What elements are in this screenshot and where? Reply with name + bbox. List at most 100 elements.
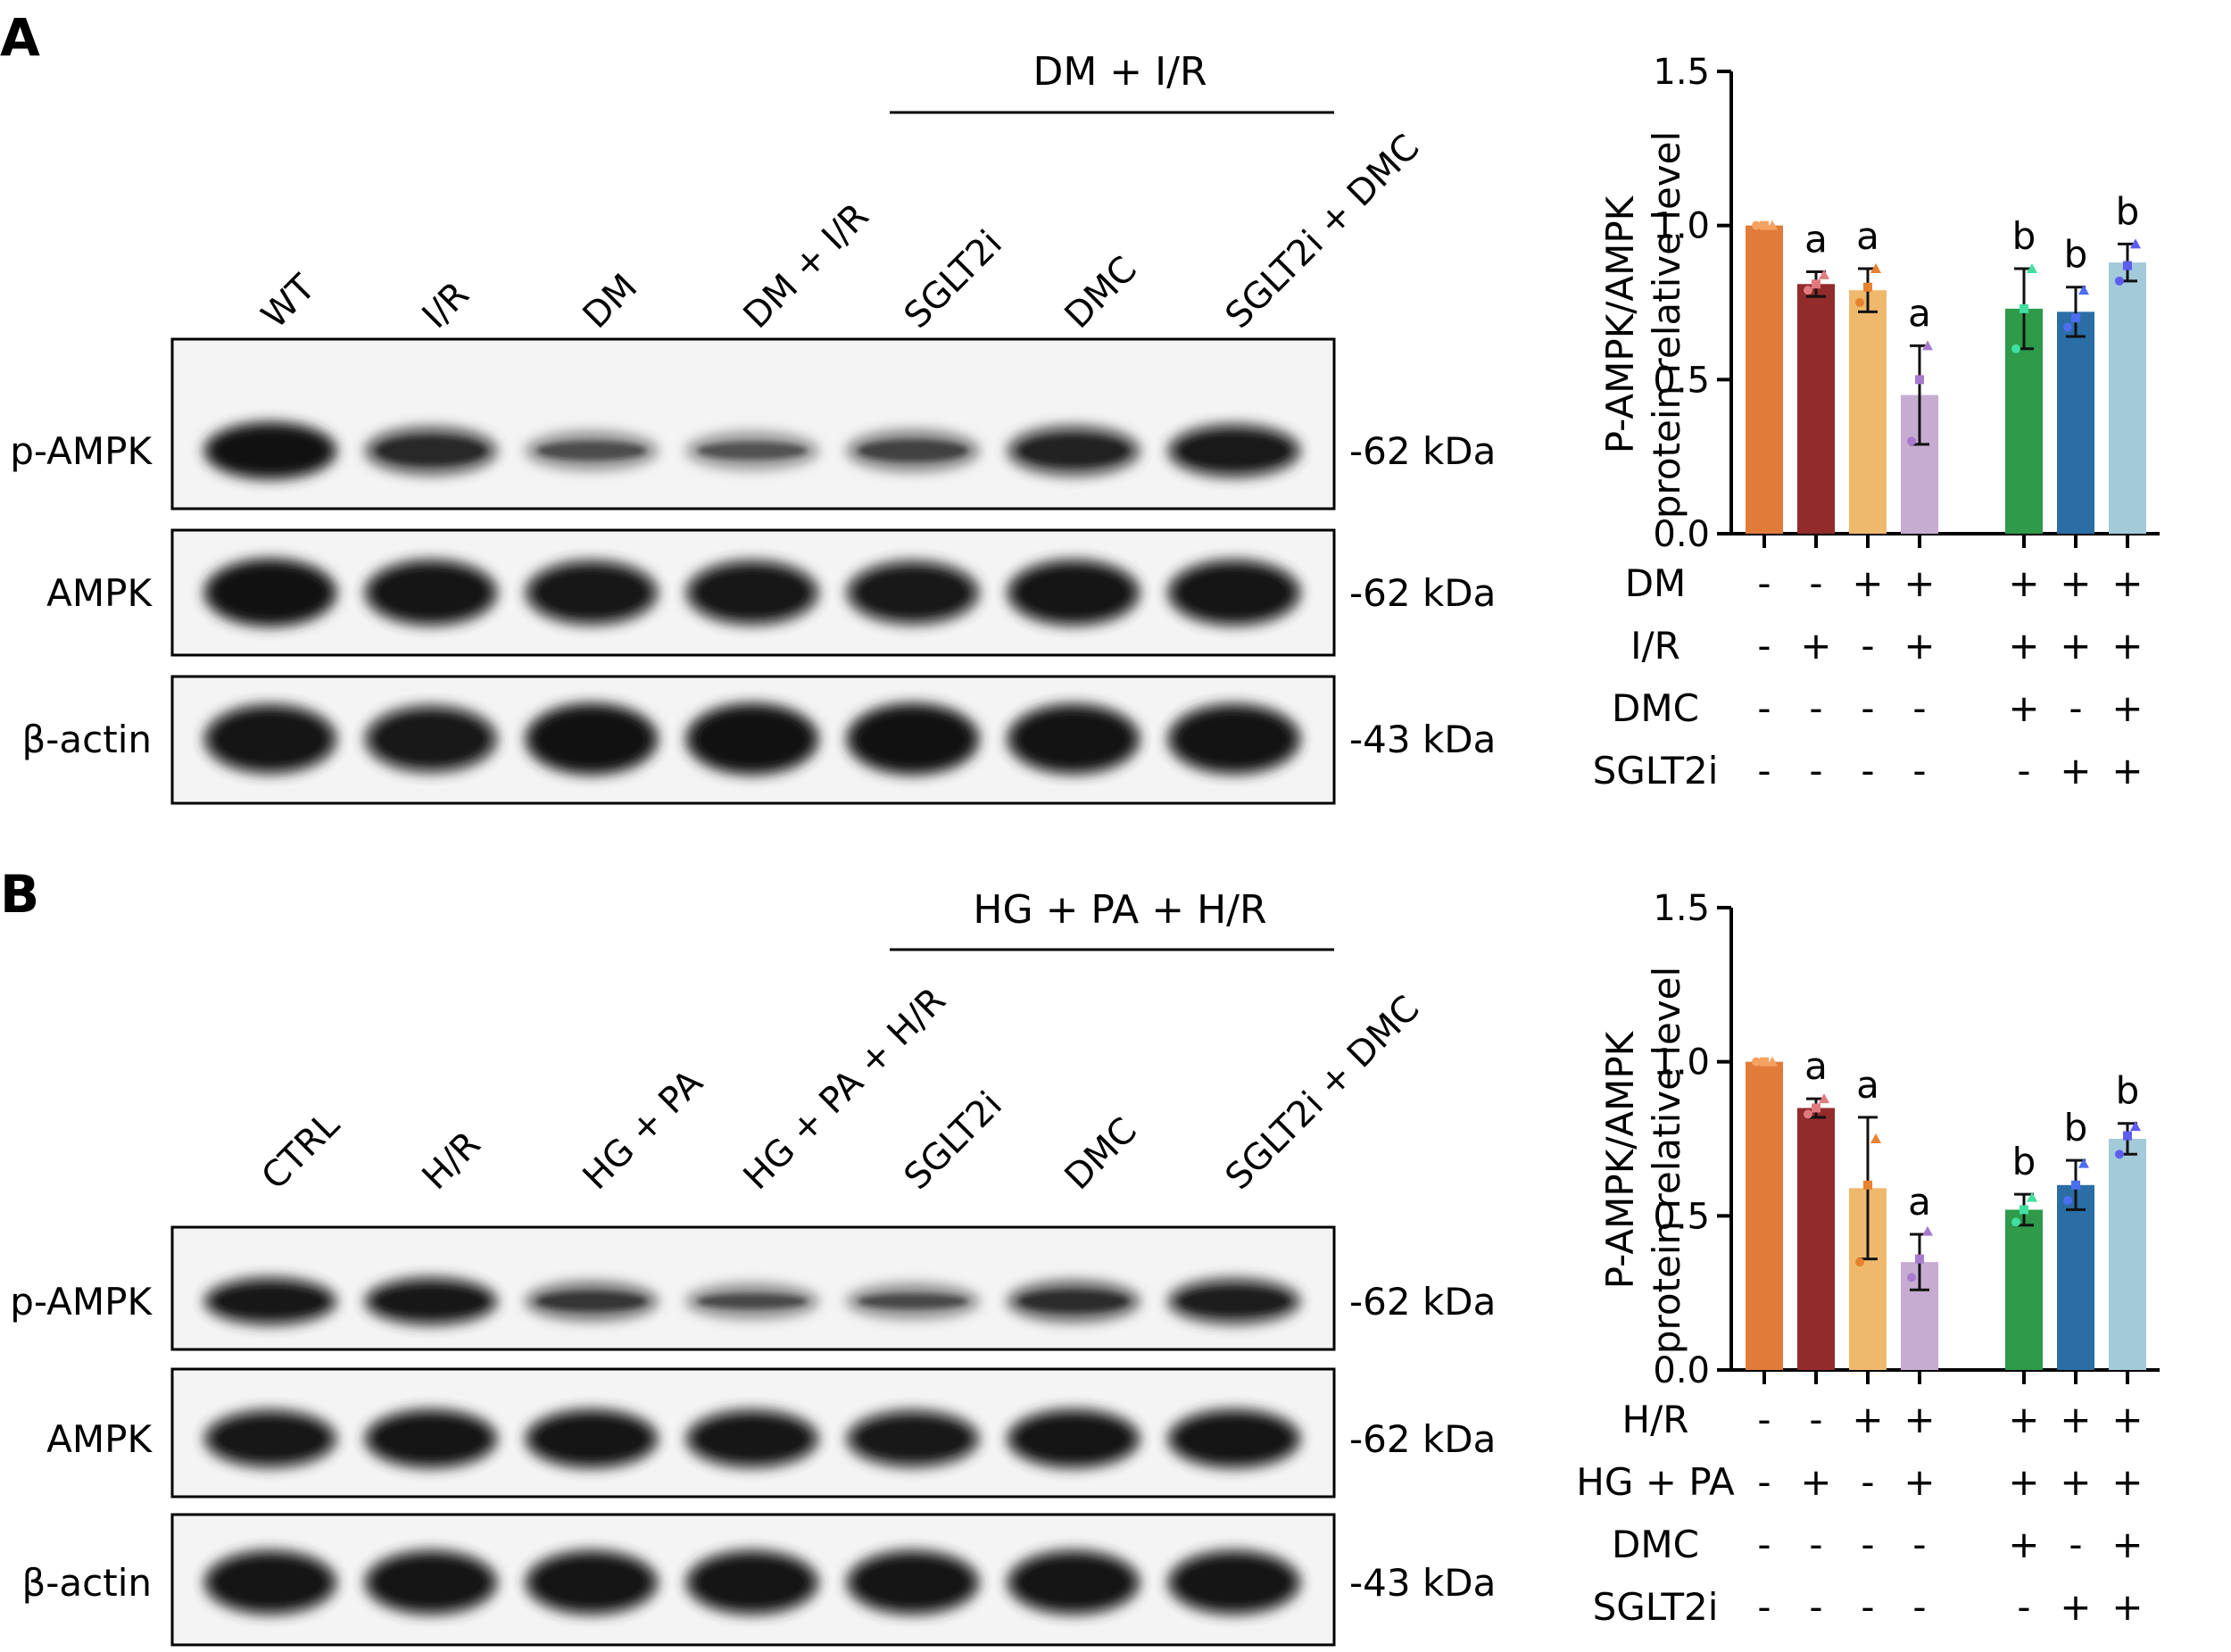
bar [1797, 1108, 1835, 1370]
y-axis-label: P-AMPK/AMPK [1598, 195, 1642, 453]
condition-sign: - [1912, 1585, 1926, 1629]
blot-band-core [858, 440, 967, 461]
data-point [2115, 1150, 2124, 1159]
condition-sign: + [1852, 561, 1883, 605]
significance-letter: b [2012, 214, 2036, 258]
significance-letter: a [1856, 1063, 1879, 1107]
data-point [1819, 269, 1829, 279]
y-tick-label: 1.5 [1653, 888, 1710, 929]
condition-sign: + [1903, 624, 1935, 668]
lane-label: SGLT2i + DMC [1218, 127, 1428, 336]
condition-sign: - [1757, 686, 1771, 730]
condition-sign: + [2111, 749, 2143, 793]
condition-sign: - [1809, 1585, 1822, 1629]
significance-letter: a [1804, 1044, 1828, 1088]
condition-sign: - [1757, 561, 1771, 605]
condition-sign: + [2060, 1460, 2091, 1504]
condition-sign: - [2069, 686, 2082, 730]
blot-band-core [537, 713, 646, 765]
condition-sign: - [1861, 1585, 1874, 1629]
blot-band-core [1180, 713, 1289, 765]
bar [1797, 284, 1835, 534]
data-point [1922, 340, 1933, 351]
blot-band-core [377, 1560, 485, 1605]
blot-row: β-actin -43 kDa [21, 1513, 1496, 1647]
blot-band-core [537, 1560, 646, 1605]
data-point [2027, 263, 2037, 274]
data-point [2020, 303, 2028, 313]
bar [2057, 311, 2094, 534]
blot-band-core [1019, 435, 1128, 467]
condition-sign: - [1861, 1523, 1874, 1566]
blot-band-core [377, 436, 485, 465]
data-point [2011, 344, 2020, 353]
data-point [2063, 1196, 2072, 1206]
blot-band-core [698, 569, 807, 616]
protein-label: AMPK [46, 1417, 153, 1461]
condition-sign: + [2111, 1460, 2143, 1504]
condition-sign: + [2111, 561, 2143, 605]
data-point [1804, 286, 1812, 295]
blot-band-core [537, 1291, 646, 1311]
kda-label: -43 kDa [1349, 1561, 1496, 1605]
condition-label: SGLT2i [1593, 1585, 1719, 1629]
y-tick-label: 1.5 [1653, 52, 1710, 93]
significance-letter: b [2116, 1069, 2140, 1113]
condition-label: I/R [1630, 624, 1680, 668]
blot-band-core [377, 569, 485, 616]
condition-sign: - [1912, 1523, 1926, 1566]
condition-sign: - [1861, 686, 1874, 730]
condition-sign: + [1800, 1460, 1831, 1504]
condition-sign: - [1757, 1585, 1771, 1629]
blot-band-core [216, 1560, 325, 1605]
data-point [1863, 282, 1872, 292]
condition-sign: - [1757, 1460, 1771, 1504]
data-point [2027, 1191, 2037, 1202]
blot-band-core [1180, 1560, 1289, 1605]
y-tick-label: 0.5 [1653, 1196, 1710, 1237]
bar [1746, 1061, 1783, 1370]
significance-letter: a [1856, 214, 1879, 258]
condition-label: H/R [1622, 1398, 1689, 1441]
y-tick-label: 0.5 [1653, 360, 1710, 401]
kda-label: -62 kDa [1349, 429, 1496, 473]
data-point [2115, 276, 2124, 286]
data-point [1907, 436, 1916, 446]
condition-sign: + [2060, 1398, 2091, 1441]
blot-frame [170, 337, 1336, 511]
data-point [2123, 1131, 2132, 1141]
blot-band-core [1019, 1418, 1128, 1459]
condition-sign: - [1809, 686, 1822, 730]
panel-b: B HG + PA + H/R CTRL H/R HG + PA HG + PA… [0, 864, 2160, 1647]
group-label: HG + PA + H/R [973, 887, 1266, 933]
data-point [1907, 1273, 1916, 1283]
condition-label: HG + PA [1576, 1460, 1735, 1504]
bar [1746, 225, 1783, 534]
condition-sign: + [2111, 686, 2143, 730]
significance-letter: a [1908, 291, 1931, 335]
data-point [1752, 220, 1761, 230]
blot-band-core [1019, 1560, 1128, 1605]
data-point [1812, 279, 1820, 289]
blot-band-core [1019, 1291, 1128, 1312]
blot-band-core [216, 1419, 325, 1458]
data-point [2130, 238, 2141, 249]
blot-band-core [1180, 1288, 1289, 1315]
condition-sign: + [2008, 561, 2039, 605]
blot-band-core [698, 1419, 807, 1458]
lane-label: DM + I/R [736, 195, 877, 336]
condition-sign: - [1757, 1523, 1771, 1566]
blot-band-core [537, 441, 646, 461]
data-point [2078, 1158, 2089, 1168]
blot-row: p-AMPK -62 kDa [10, 1225, 1496, 1351]
lane-labels: WT I/R DM DM + I/R SGLT2i DMC SGLT2i + D… [254, 127, 1428, 336]
condition-sign: + [1903, 561, 1935, 605]
condition-label: DMC [1612, 1523, 1699, 1566]
bar-chart-b: P-AMPK/AMPK protein relative level 0.0 0.… [1576, 888, 2160, 1629]
blot-row: p-AMPK -62 kDa [10, 337, 1496, 511]
condition-sign: + [2060, 749, 2091, 793]
blot-band-core [377, 1418, 485, 1459]
bar-chart-a: P-AMPK/AMPK protein relative level 0.0 0.… [1593, 52, 2160, 793]
condition-label: DM [1625, 561, 1687, 605]
significance-letter: b [2012, 1140, 2036, 1183]
